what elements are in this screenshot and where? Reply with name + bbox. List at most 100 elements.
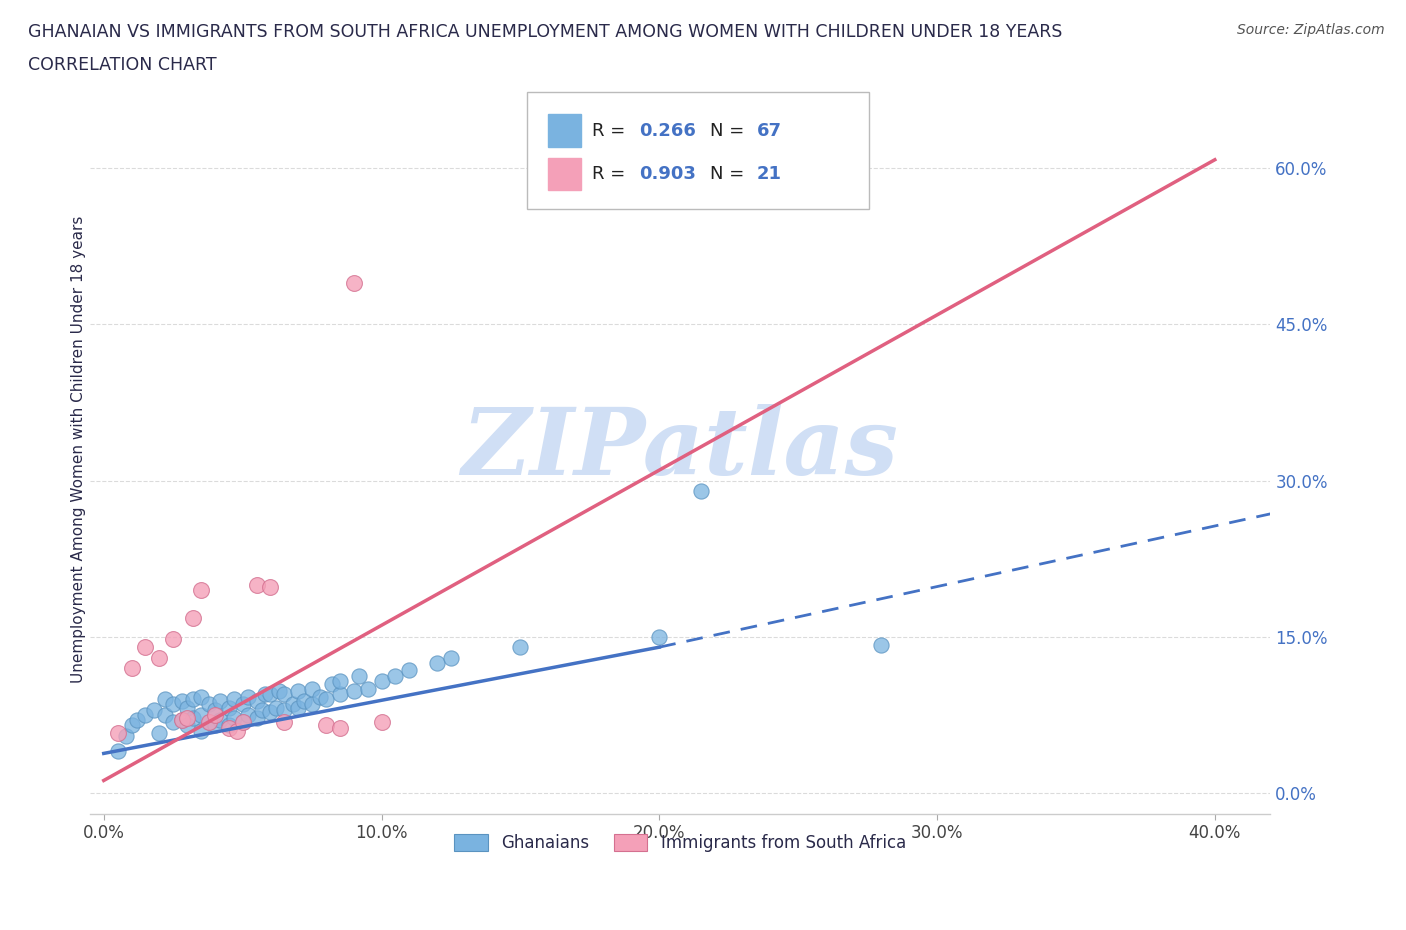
Text: CORRELATION CHART: CORRELATION CHART	[28, 56, 217, 73]
FancyBboxPatch shape	[527, 92, 869, 208]
Point	[121, 718, 143, 733]
Point	[287, 684, 309, 698]
Point	[204, 708, 226, 723]
Point	[273, 702, 295, 717]
Point	[218, 718, 240, 733]
Point	[121, 660, 143, 675]
Point	[218, 700, 240, 715]
Point	[190, 690, 212, 705]
Point	[232, 715, 254, 730]
Text: 67: 67	[756, 122, 782, 140]
Text: R =: R =	[592, 166, 630, 183]
Point	[232, 715, 254, 730]
Text: 0.903: 0.903	[638, 166, 696, 183]
Point	[198, 697, 221, 711]
Point	[226, 723, 249, 737]
Point	[181, 711, 204, 725]
Point	[170, 694, 193, 709]
Point	[273, 686, 295, 701]
Point	[287, 700, 309, 715]
Point	[281, 697, 304, 711]
Text: R =: R =	[592, 122, 630, 140]
Point	[301, 697, 323, 711]
Point	[315, 692, 337, 707]
Point	[343, 275, 366, 290]
Point	[224, 711, 246, 725]
Text: N =: N =	[710, 166, 749, 183]
Point	[190, 723, 212, 737]
Point	[148, 725, 170, 740]
Point	[218, 721, 240, 736]
Point	[232, 697, 254, 711]
Point	[170, 712, 193, 727]
Point	[370, 673, 392, 688]
Point	[238, 690, 260, 705]
Point	[142, 702, 165, 717]
Point	[107, 725, 129, 740]
Point	[315, 718, 337, 733]
Point	[176, 711, 198, 725]
Point	[204, 718, 226, 733]
Point	[384, 669, 406, 684]
Point	[245, 711, 267, 725]
Text: ZIPatlas: ZIPatlas	[461, 405, 898, 494]
Text: GHANAIAN VS IMMIGRANTS FROM SOUTH AFRICA UNEMPLOYMENT AMONG WOMEN WITH CHILDREN : GHANAIAN VS IMMIGRANTS FROM SOUTH AFRICA…	[28, 23, 1063, 41]
Point	[356, 682, 378, 697]
Point	[690, 484, 713, 498]
Point	[253, 686, 276, 701]
Point	[134, 640, 156, 655]
Point	[301, 682, 323, 697]
Point	[181, 611, 204, 626]
Point	[107, 744, 129, 759]
Point	[176, 718, 198, 733]
Point	[329, 686, 352, 701]
Bar	[548, 113, 581, 147]
Point	[321, 676, 343, 691]
Point	[509, 640, 531, 655]
Point	[267, 684, 290, 698]
Point	[264, 700, 287, 715]
Point	[204, 702, 226, 717]
Point	[440, 650, 463, 665]
Point	[292, 694, 315, 709]
Text: Source: ZipAtlas.com: Source: ZipAtlas.com	[1237, 23, 1385, 37]
Text: 21: 21	[756, 166, 782, 183]
Point	[224, 692, 246, 707]
Point	[148, 650, 170, 665]
Y-axis label: Unemployment Among Women with Children Under 18 years: Unemployment Among Women with Children U…	[72, 216, 86, 683]
Point	[309, 690, 332, 705]
Point	[162, 715, 184, 730]
Point	[273, 715, 295, 730]
Point	[198, 715, 221, 730]
Point	[245, 694, 267, 709]
Point	[170, 712, 193, 727]
Point	[426, 656, 449, 671]
Point	[259, 579, 281, 594]
Point	[259, 686, 281, 701]
Point	[250, 702, 273, 717]
Point	[190, 708, 212, 723]
Point	[209, 712, 232, 727]
Bar	[548, 158, 581, 191]
Point	[648, 630, 671, 644]
Point	[245, 578, 267, 592]
Point	[176, 700, 198, 715]
Point	[343, 684, 366, 698]
Point	[125, 712, 148, 727]
Point	[349, 669, 371, 684]
Point	[153, 692, 176, 707]
Point	[259, 704, 281, 719]
Point	[870, 638, 893, 653]
Point	[329, 721, 352, 736]
Point	[329, 673, 352, 688]
Point	[198, 715, 221, 730]
Point	[153, 708, 176, 723]
Point	[134, 708, 156, 723]
Point	[115, 728, 138, 743]
Point	[162, 697, 184, 711]
Point	[181, 692, 204, 707]
Text: N =: N =	[710, 122, 749, 140]
Text: 0.266: 0.266	[638, 122, 696, 140]
Point	[238, 708, 260, 723]
Point	[370, 715, 392, 730]
